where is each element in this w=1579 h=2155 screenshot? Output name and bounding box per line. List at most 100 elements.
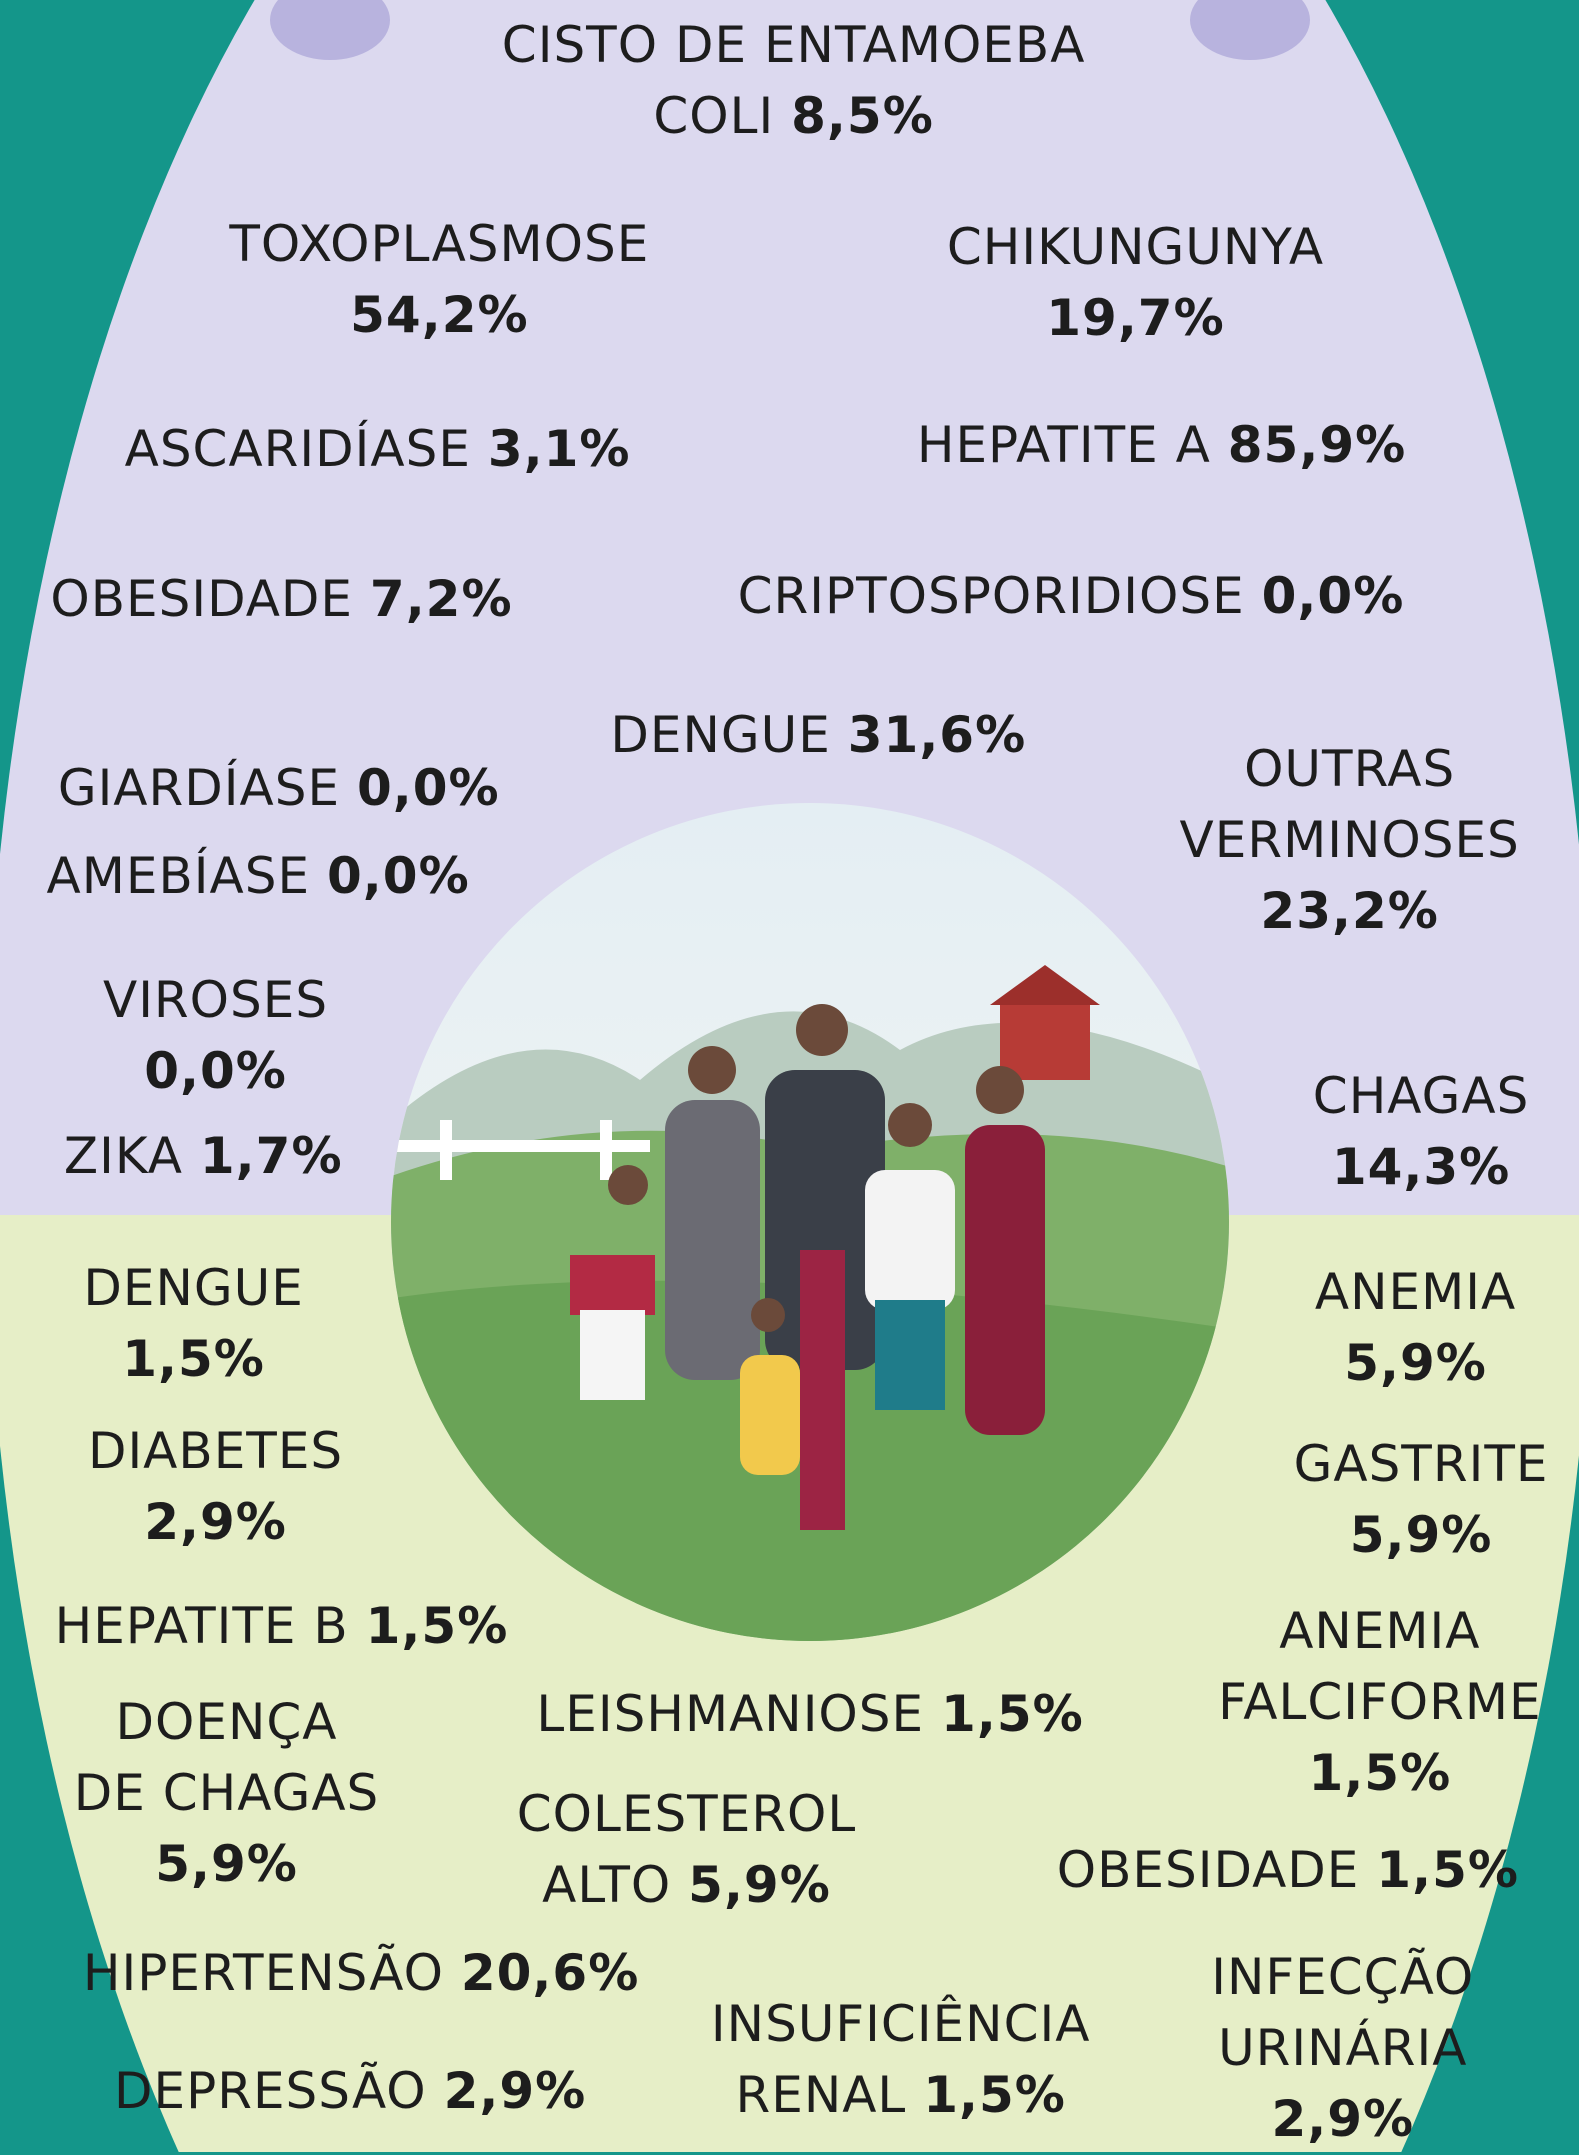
stat-line: 54,2% bbox=[229, 280, 649, 351]
stat-value: 1,5% bbox=[941, 1685, 1084, 1743]
stat-value: 31,6% bbox=[848, 706, 1026, 764]
stat-item: ANEMIAFALCIFORME1,5% bbox=[1218, 1596, 1541, 1809]
stat-line: VIROSES bbox=[103, 965, 328, 1036]
stat-name: CHIKUNGUNYA bbox=[947, 218, 1324, 276]
stat-value: 5,9% bbox=[1350, 1506, 1493, 1564]
stat-name: INFECÇÃO bbox=[1211, 1948, 1474, 2006]
stat-name: VERMINOSES bbox=[1180, 811, 1520, 869]
stat-line: 23,2% bbox=[1180, 876, 1520, 947]
stat-line: 2,9% bbox=[1211, 2084, 1474, 2155]
stat-line: TOXOPLASMOSE bbox=[229, 209, 649, 280]
stat-line: ASCARIDÍASE 3,1% bbox=[125, 414, 631, 485]
stat-name: URINÁRIA bbox=[1218, 2019, 1467, 2077]
stat-item: CRIPTOSPORIDIOSE 0,0% bbox=[738, 561, 1405, 632]
stat-name: DENGUE bbox=[83, 1259, 303, 1317]
stat-item: DOENÇA DE CHAGAS 5,9% bbox=[74, 1687, 380, 1900]
stat-line: OBESIDADE 1,5% bbox=[1057, 1835, 1519, 1906]
stat-value: 1,5% bbox=[122, 1330, 265, 1388]
stat-item: OUTRAS VERMINOSES 23,2% bbox=[1180, 734, 1520, 947]
stat-line: DENGUE 31,6% bbox=[610, 700, 1026, 771]
stat-item: HEPATITE B 1,5% bbox=[55, 1591, 509, 1662]
stat-line: DE CHAGAS bbox=[74, 1758, 380, 1829]
stat-name: CISTO DE ENTAMOEBA bbox=[502, 16, 1086, 74]
stat-line: GASTRITE bbox=[1294, 1429, 1549, 1500]
stat-value: 1,5% bbox=[1309, 1744, 1452, 1802]
stat-line: 1,5% bbox=[1218, 1738, 1541, 1809]
stat-line: OUTRAS bbox=[1180, 734, 1520, 805]
stat-name: ANEMIA bbox=[1279, 1602, 1480, 1660]
stat-name: DE CHAGAS bbox=[74, 1764, 380, 1822]
stat-value: 5,9% bbox=[688, 1856, 831, 1914]
stat-line: ANEMIA bbox=[1315, 1257, 1516, 1328]
stat-name: ZIKA bbox=[64, 1127, 183, 1185]
stat-name: COLI bbox=[653, 87, 774, 145]
stat-line: 14,3% bbox=[1313, 1132, 1530, 1203]
stat-value: 20,6% bbox=[461, 1944, 639, 2002]
stat-line: VERMINOSES bbox=[1180, 805, 1520, 876]
stat-name: LEISHMANIOSE bbox=[536, 1685, 924, 1743]
stat-item: HIPERTENSÃO 20,6% bbox=[83, 1938, 639, 2009]
stat-line: 19,7% bbox=[947, 283, 1324, 354]
stat-line: DIABETES bbox=[88, 1416, 343, 1487]
stat-line: 1,5% bbox=[83, 1324, 303, 1395]
stat-name: GIARDÍASE bbox=[58, 759, 340, 817]
stat-name: DEPRESSÃO bbox=[114, 2062, 427, 2120]
stat-value: 85,9% bbox=[1228, 416, 1406, 474]
stat-value: 5,9% bbox=[155, 1835, 298, 1893]
stat-name: RENAL bbox=[735, 2066, 906, 2124]
stat-name: COLESTEROL bbox=[517, 1785, 857, 1843]
stat-value: 1,5% bbox=[366, 1597, 509, 1655]
stat-value: 1,5% bbox=[1376, 1841, 1519, 1899]
stat-value: 8,5% bbox=[791, 87, 934, 145]
stat-line: 5,9% bbox=[1315, 1328, 1516, 1399]
stat-name: HIPERTENSÃO bbox=[83, 1944, 444, 2002]
stat-value: 19,7% bbox=[1046, 289, 1224, 347]
stat-name: CRIPTOSPORIDIOSE bbox=[738, 567, 1245, 625]
stat-value: 5,9% bbox=[1344, 1334, 1487, 1392]
stat-item: OBESIDADE 1,5% bbox=[1057, 1835, 1519, 1906]
stat-line: DEPRESSÃO 2,9% bbox=[114, 2056, 586, 2127]
stat-name: ASCARIDÍASE bbox=[125, 420, 471, 478]
stat-value: 23,2% bbox=[1260, 882, 1438, 940]
stat-item: DENGUE 1,5% bbox=[83, 1253, 303, 1395]
stat-item: LEISHMANIOSE 1,5% bbox=[536, 1679, 1083, 1750]
stat-name: OBESIDADE bbox=[1057, 1841, 1360, 1899]
stat-line: COLESTEROL bbox=[517, 1779, 857, 1850]
stat-line: COLI 8,5% bbox=[502, 81, 1086, 152]
stat-value: 7,2% bbox=[370, 570, 513, 628]
stat-line: ZIKA 1,7% bbox=[64, 1121, 343, 1192]
stat-value: 1,7% bbox=[200, 1127, 343, 1185]
stat-name: ALTO bbox=[542, 1856, 671, 1914]
stat-value: 2,9% bbox=[1271, 2090, 1414, 2148]
stat-line: CHAGAS bbox=[1313, 1061, 1530, 1132]
stat-name: TOXOPLASMOSE bbox=[229, 215, 649, 273]
stat-item: COLESTEROL ALTO 5,9% bbox=[517, 1779, 857, 1921]
stat-item: ANEMIA 5,9% bbox=[1315, 1257, 1516, 1399]
stat-name: DIABETES bbox=[88, 1422, 343, 1480]
stat-value: 2,9% bbox=[144, 1493, 287, 1551]
stat-line: 5,9% bbox=[74, 1829, 380, 1900]
stat-value: 54,2% bbox=[350, 286, 528, 344]
stat-line: HEPATITE B 1,5% bbox=[55, 1591, 509, 1662]
stat-line: CHIKUNGUNYA bbox=[947, 212, 1324, 283]
stat-name: OUTRAS bbox=[1244, 740, 1455, 798]
stat-item: CHAGAS14,3% bbox=[1313, 1061, 1530, 1203]
stat-line: ALTO 5,9% bbox=[517, 1850, 857, 1921]
stat-item: HEPATITE A 85,9% bbox=[917, 410, 1406, 481]
stat-item: DEPRESSÃO 2,9% bbox=[114, 2056, 586, 2127]
stat-name: GASTRITE bbox=[1294, 1435, 1549, 1493]
stat-name: DOENÇA bbox=[116, 1693, 338, 1751]
stat-name: OBESIDADE bbox=[50, 570, 353, 628]
stat-line: RENAL 1,5% bbox=[711, 2060, 1091, 2131]
stat-line: DENGUE bbox=[83, 1253, 303, 1324]
stat-line: OBESIDADE 7,2% bbox=[50, 564, 512, 635]
stat-line: HEPATITE A 85,9% bbox=[917, 410, 1406, 481]
stat-item: VIROSES0,0% bbox=[103, 965, 328, 1107]
stat-line: GIARDÍASE 0,0% bbox=[58, 753, 500, 824]
stat-item: ASCARIDÍASE 3,1% bbox=[125, 414, 631, 485]
stat-line: ANEMIA bbox=[1218, 1596, 1541, 1667]
stat-item: INFECÇÃO URINÁRIA 2,9% bbox=[1211, 1942, 1474, 2155]
stat-line: LEISHMANIOSE 1,5% bbox=[536, 1679, 1083, 1750]
stat-item: DENGUE 31,6% bbox=[610, 700, 1026, 771]
stat-name: HEPATITE A bbox=[917, 416, 1211, 474]
